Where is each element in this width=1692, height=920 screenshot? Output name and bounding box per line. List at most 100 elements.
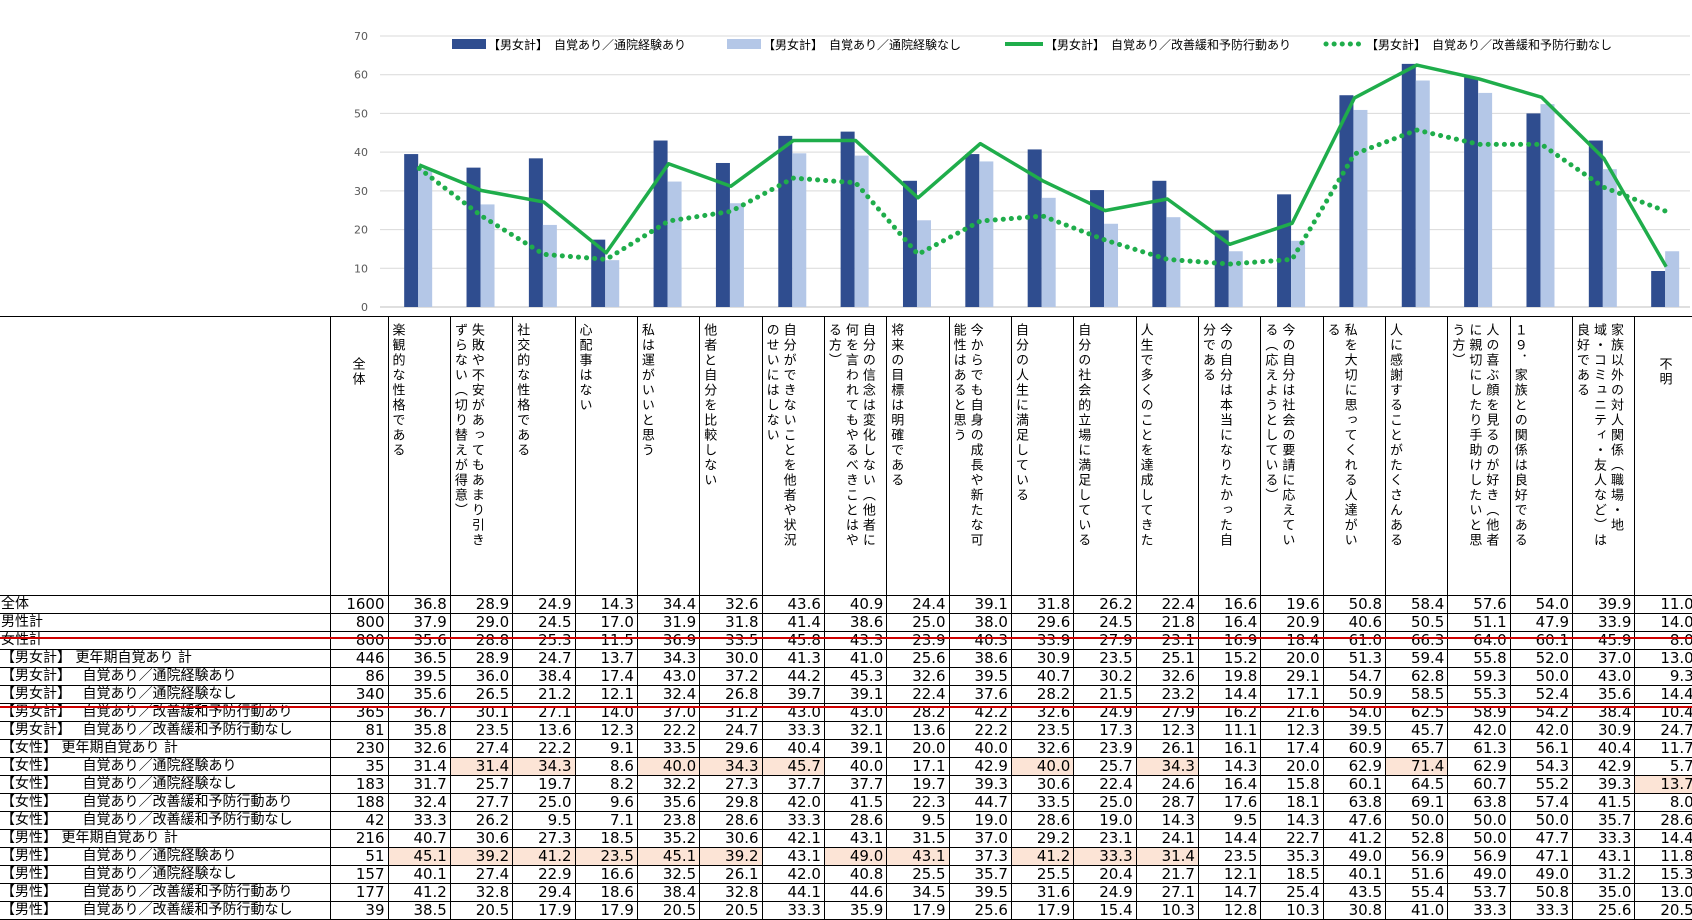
bar-visit-yes <box>715 162 730 307</box>
cell-value: 40.0 <box>949 739 1012 758</box>
cell-value: 10.3 <box>1260 901 1324 920</box>
cell-value: 29.1 <box>1260 667 1324 686</box>
row-total: 340 <box>330 685 389 704</box>
cell-value: 38.5 <box>388 901 451 920</box>
row-label: 【女性】 自覚あり／通院経験なし <box>0 775 331 794</box>
cell-value: 64.0 <box>1447 631 1511 650</box>
cell-value: 27.4 <box>450 739 514 758</box>
cell-value: 33.3 <box>762 721 825 740</box>
cell-value: 28.8 <box>450 631 514 650</box>
cell-value: 26.5 <box>450 685 514 704</box>
bar-visit-no <box>792 153 807 307</box>
cell-value: 23.2 <box>1136 685 1199 704</box>
cell-value: 41.0 <box>1385 901 1449 920</box>
cell-value: 25.0 <box>1073 793 1137 812</box>
cell-value: 32.6 <box>699 595 763 614</box>
cell-value: 27.9 <box>1073 631 1137 650</box>
cell-value: 12.3 <box>1136 721 1199 740</box>
column-header-label: 他者と自分を比較しない <box>701 323 717 488</box>
cell-value: 40.7 <box>388 829 451 848</box>
highlight-red-line-bottom <box>0 706 1692 708</box>
cell-value: 32.8 <box>450 883 514 902</box>
cell-value: 27.4 <box>450 865 514 884</box>
column-header: 自分の人生に満足している <box>1011 316 1075 596</box>
cell-value: 23.5 <box>1073 649 1137 668</box>
cell-value: 45.7 <box>1385 721 1449 740</box>
column-header: 自分ができないことを他者や状況のせいにはしない <box>762 316 825 596</box>
cell-value: 13.7 <box>575 649 638 668</box>
cell-value: 54.7 <box>1323 667 1387 686</box>
cell-value: 21.2 <box>512 685 576 704</box>
cell-value: 30.2 <box>1073 667 1137 686</box>
cell-value: 60.9 <box>1323 739 1387 758</box>
cell-value: 39.5 <box>949 667 1012 686</box>
cell-value: 33.3 <box>762 811 825 830</box>
column-header: 不明 <box>1634 316 1692 596</box>
row-label: 【男女計】 更年期自覚あり 計 <box>0 649 331 668</box>
column-header-label: 自分の人生に満足している <box>1012 323 1028 503</box>
column-header: 今の自分は本当になりたかった自分である <box>1198 316 1262 596</box>
cell-value: 22.4 <box>886 685 950 704</box>
column-header: 自分の信念は変化しない（他者に何を言われてもやるべきことはやる方） <box>824 316 888 596</box>
row-label: 【女性】 自覚あり／改善緩和予防行動なし <box>0 811 331 830</box>
cell-value: 50.0 <box>1385 811 1449 830</box>
column-header: 心配事はない <box>575 316 638 596</box>
row-total: 157 <box>330 865 389 884</box>
cell-value: 62.9 <box>1447 757 1511 776</box>
cell-value: 31.9 <box>637 613 701 632</box>
cell-value: 45.8 <box>762 631 825 650</box>
bar-visit-no <box>1104 223 1119 307</box>
y-tick-label: 20 <box>354 224 368 237</box>
cell-value: 34.3 <box>1136 757 1199 776</box>
cell-value: 37.0 <box>949 829 1012 848</box>
cell-value: 20.5 <box>637 901 701 920</box>
cell-value: 24.7 <box>512 649 576 668</box>
cell-value: 39.5 <box>388 667 451 686</box>
cell-value: 33.9 <box>1011 631 1075 650</box>
cell-value: 23.1 <box>1136 631 1199 650</box>
cell-value: 14.4 <box>1634 685 1692 704</box>
cell-value: 11.8 <box>1634 847 1692 866</box>
column-header-label: 不明 <box>1656 357 1672 387</box>
cell-value: 42.1 <box>762 829 825 848</box>
column-header: 今からでも自身の成長や新たな可能性はあると思う <box>949 316 1012 596</box>
column-header-label: 楽観的な性格である <box>389 323 405 458</box>
cell-value: 17.4 <box>575 667 638 686</box>
cell-value: 16.4 <box>1198 613 1262 632</box>
cell-value: 22.4 <box>1136 595 1199 614</box>
highlight-red-line-top <box>0 637 1692 639</box>
row-total: 42 <box>330 811 389 830</box>
cell-value: 28.6 <box>1634 811 1692 830</box>
cell-value: 13.7 <box>1634 775 1692 794</box>
row-total: 800 <box>330 631 389 650</box>
cell-value: 57.4 <box>1510 793 1574 812</box>
cell-value: 13.6 <box>512 721 576 740</box>
cell-value: 7.1 <box>575 811 638 830</box>
cell-value: 40.9 <box>824 595 888 614</box>
cell-value: 61.0 <box>1323 631 1387 650</box>
cell-value: 25.6 <box>886 649 950 668</box>
cell-value: 39.1 <box>824 685 888 704</box>
row-label: 男性計 <box>0 613 331 632</box>
cell-value: 42.0 <box>762 793 825 812</box>
cell-value: 33.3 <box>1572 829 1636 848</box>
cell-value: 14.3 <box>1198 757 1262 776</box>
row-label: 【男女計】 自覚あり／通院経験なし <box>0 685 331 704</box>
cell-value: 28.2 <box>1011 685 1075 704</box>
cell-value: 41.2 <box>512 847 576 866</box>
cell-value: 19.7 <box>886 775 950 794</box>
cell-value: 18.1 <box>1260 793 1324 812</box>
cell-value: 52.4 <box>1510 685 1574 704</box>
cell-value: 25.6 <box>949 901 1012 920</box>
cell-value: 17.4 <box>1260 739 1324 758</box>
cell-value: 26.1 <box>1136 739 1199 758</box>
cell-value: 25.6 <box>1572 901 1636 920</box>
cell-value: 24.1 <box>1136 829 1199 848</box>
cell-value: 17.3 <box>1073 721 1137 740</box>
cell-value: 33.5 <box>1011 793 1075 812</box>
cell-value: 34.4 <box>637 595 701 614</box>
y-tick-label: 40 <box>354 146 368 159</box>
cell-value: 37.9 <box>388 613 451 632</box>
cell-value: 36.5 <box>388 649 451 668</box>
cell-value: 56.9 <box>1447 847 1511 866</box>
